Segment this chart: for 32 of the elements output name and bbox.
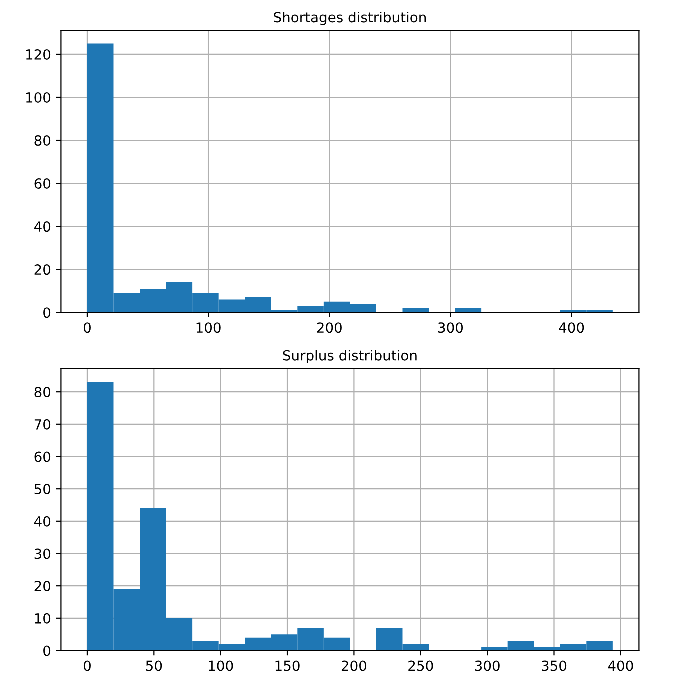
x-tick-label: 250 xyxy=(408,660,434,672)
y-tick-label: 60 xyxy=(34,178,51,190)
y-tick-label: 80 xyxy=(34,135,51,146)
x-tick-label: 0 xyxy=(84,660,91,672)
y-tick-label: 20 xyxy=(34,581,51,592)
x-tick-label: 400 xyxy=(559,322,584,334)
y-tick-label: 20 xyxy=(34,264,51,276)
x-tick-label: 300 xyxy=(438,322,464,334)
y-tick-label: 10 xyxy=(35,613,51,624)
x-tick-label: 150 xyxy=(276,660,300,672)
x-tick-label: 200 xyxy=(317,322,342,334)
x-tick-label: 300 xyxy=(475,660,500,672)
x-tick-label: 0 xyxy=(84,322,91,334)
y-tick-label: 40 xyxy=(34,222,51,232)
y-tick-label: 0 xyxy=(44,308,51,318)
y-tick-label: 120 xyxy=(26,49,51,60)
y-tick-label: 80 xyxy=(34,387,51,398)
x-tick-label: 400 xyxy=(608,660,634,672)
y-tick-label: 60 xyxy=(34,452,51,462)
y-tick-label: 0 xyxy=(44,646,51,656)
x-tick-label: 100 xyxy=(209,660,234,672)
chart-title: Surplus distribution xyxy=(283,350,417,364)
x-tick-label: 50 xyxy=(146,660,162,672)
y-tick-label: 70 xyxy=(34,419,51,430)
x-tick-label: 100 xyxy=(196,322,221,334)
chart-title: Shortages distribution xyxy=(274,12,426,26)
y-tick-label: 30 xyxy=(34,548,51,560)
x-tick-label: 200 xyxy=(342,660,367,672)
y-tick-label: 100 xyxy=(26,92,51,103)
y-tick-label: 40 xyxy=(34,516,51,527)
x-tick-label: 350 xyxy=(542,660,567,672)
y-tick-label: 50 xyxy=(34,484,51,495)
